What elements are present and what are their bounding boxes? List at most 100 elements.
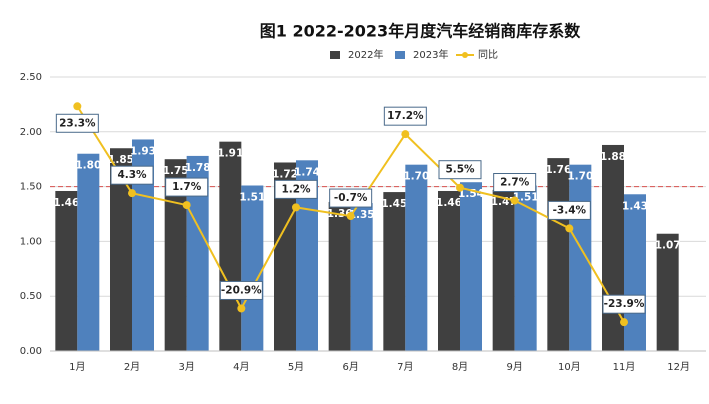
bar bbox=[110, 148, 132, 351]
point-label-box bbox=[493, 173, 537, 193]
legend-swatch bbox=[395, 51, 405, 59]
point-label: 4.3% bbox=[117, 169, 147, 181]
y-tick-label: 1.00 bbox=[20, 236, 42, 247]
point-label: 5.5% bbox=[445, 164, 475, 176]
bar-label: 1.80 bbox=[75, 160, 101, 172]
point-label-box bbox=[55, 113, 99, 133]
legend-label: 2023年 bbox=[413, 48, 448, 61]
point-label-box bbox=[274, 179, 318, 199]
bar bbox=[547, 158, 570, 351]
point-label-box bbox=[329, 188, 373, 208]
bar bbox=[624, 194, 646, 351]
point-label-box bbox=[438, 160, 482, 180]
bar-label: 1.78 bbox=[185, 162, 211, 174]
bar-label: 1.07 bbox=[655, 240, 681, 252]
y-tick-label: 0.00 bbox=[20, 346, 42, 357]
legend-label: 2022年 bbox=[348, 48, 383, 61]
bar bbox=[438, 190, 460, 351]
x-tick-label: 7月 bbox=[397, 361, 413, 373]
bar-label: 1.85 bbox=[108, 154, 134, 166]
legend-swatch bbox=[330, 51, 340, 59]
bar bbox=[55, 190, 78, 351]
point bbox=[292, 203, 300, 212]
bar-label: 1.70 bbox=[403, 171, 429, 183]
x-tick-label: 1月 bbox=[69, 361, 85, 373]
bar-label: 1.72 bbox=[272, 168, 298, 180]
point-label-box bbox=[602, 294, 646, 314]
point-label: -3.4% bbox=[553, 204, 587, 216]
point bbox=[346, 212, 355, 221]
bar bbox=[350, 203, 373, 351]
bar-label: 1.46 bbox=[53, 197, 79, 209]
x-tick-label: 8月 bbox=[452, 361, 468, 373]
bar bbox=[405, 164, 428, 351]
x-tick-label: 10月 bbox=[558, 361, 581, 373]
point bbox=[456, 183, 464, 192]
bar bbox=[492, 189, 515, 351]
point-label-box bbox=[165, 177, 209, 197]
point-label: 1.2% bbox=[281, 183, 311, 195]
bar-label: 1.43 bbox=[622, 200, 648, 212]
bar bbox=[328, 201, 351, 351]
bar bbox=[132, 139, 154, 351]
chart-title: 图1 2022-2023年月度汽车经销商库存系数 bbox=[260, 22, 581, 41]
point bbox=[510, 196, 519, 205]
y-tick-label: 2.50 bbox=[20, 72, 42, 83]
bar bbox=[186, 155, 209, 351]
y-tick-label: 0.50 bbox=[20, 291, 42, 302]
x-tick-label: 12月 bbox=[667, 361, 690, 373]
bar-label: 1.91 bbox=[217, 148, 243, 160]
bar-label: 1.51 bbox=[239, 192, 265, 204]
x-tick-label: 6月 bbox=[342, 361, 358, 373]
point-label-box bbox=[383, 106, 427, 126]
point bbox=[401, 130, 410, 139]
x-tick-label: 3月 bbox=[178, 361, 194, 373]
bar bbox=[274, 162, 296, 351]
bar-label: 1.88 bbox=[600, 151, 626, 163]
x-tick-label: 4月 bbox=[233, 361, 249, 373]
bar bbox=[77, 153, 100, 351]
bar-label: 1.45 bbox=[381, 198, 407, 210]
legend-swatch bbox=[462, 52, 468, 58]
point-label: 17.2% bbox=[387, 110, 424, 122]
bar bbox=[383, 192, 406, 351]
point-label: 23.3% bbox=[59, 117, 96, 129]
bar-label: 1.35 bbox=[349, 209, 375, 221]
point-label: -20.9% bbox=[221, 284, 262, 296]
bar bbox=[569, 164, 592, 351]
bar bbox=[241, 185, 264, 351]
x-tick-label: 2月 bbox=[124, 361, 140, 373]
point-label-box bbox=[547, 200, 591, 220]
bar-label: 1.70 bbox=[567, 171, 593, 183]
bar-label: 1.51 bbox=[513, 192, 539, 204]
point bbox=[565, 224, 574, 233]
x-tick-label: 5月 bbox=[288, 361, 304, 373]
x-tick-label: 9月 bbox=[506, 361, 522, 373]
bar-label: 1.46 bbox=[436, 197, 462, 209]
bar bbox=[656, 233, 679, 351]
y-tick-label: 1.50 bbox=[20, 182, 42, 193]
bar bbox=[460, 182, 482, 351]
bar bbox=[514, 185, 537, 351]
point bbox=[128, 189, 136, 198]
legend-label: 同比 bbox=[478, 49, 498, 61]
point bbox=[620, 318, 628, 327]
point-label-box bbox=[219, 280, 263, 300]
bar-label: 1.93 bbox=[130, 145, 156, 157]
bar-label: 1.74 bbox=[294, 166, 320, 178]
bar-label: 1.75 bbox=[163, 165, 189, 177]
bar bbox=[164, 159, 187, 351]
point-label: -23.9% bbox=[604, 298, 645, 310]
point bbox=[73, 102, 82, 111]
point-label-box bbox=[110, 165, 154, 185]
point-label: -0.7% bbox=[334, 192, 368, 204]
point bbox=[237, 304, 246, 313]
point bbox=[182, 201, 191, 210]
x-tick-label: 11月 bbox=[613, 361, 636, 373]
y-tick-label: 2.00 bbox=[20, 127, 42, 138]
point-label: 2.7% bbox=[500, 177, 530, 189]
bar-label: 1.76 bbox=[545, 164, 571, 176]
point-label: 1.7% bbox=[172, 181, 202, 193]
bar bbox=[219, 141, 242, 351]
